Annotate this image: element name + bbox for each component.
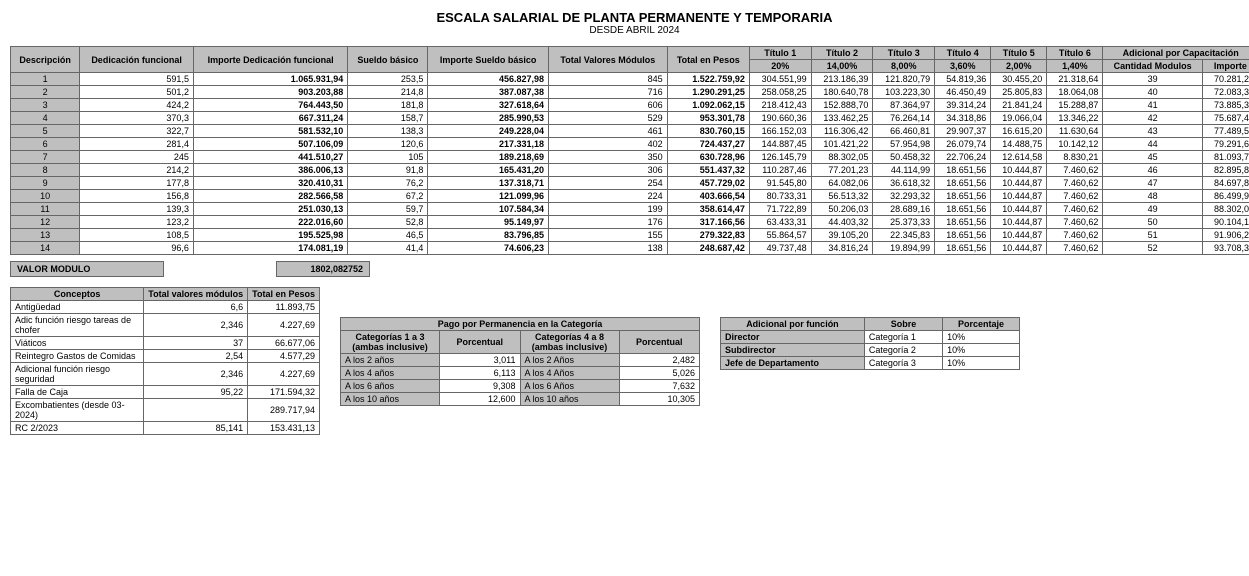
th-pct1: 20%: [749, 60, 811, 73]
th-funcion: Adicional por función: [721, 318, 865, 331]
table-row: Jefe de DepartamentoCategoría 310%: [721, 357, 1020, 370]
table-row: Reintegro Gastos de Comidas2,544.577,29: [11, 350, 320, 363]
th-porc2: Porcentual: [619, 331, 700, 354]
th-cat48: Categorías 4 a 8 (ambas inclusive): [520, 331, 619, 354]
table-row: Adic función riesgo tareas de chofer2,34…: [11, 314, 320, 337]
th-modulos: Total valores módulos: [144, 288, 248, 301]
th-adicional: Adicional por Capacitación: [1103, 47, 1249, 60]
table-row: A los 6 años9,308A los 6 Años7,632: [341, 380, 700, 393]
table-row: A los 10 años12,600A los 10 años10,305: [341, 393, 700, 406]
table-row: 3424,2764.443,50181,8327.618,646061.092.…: [11, 99, 1249, 112]
th-sueldo-basico: Sueldo básico: [348, 47, 428, 73]
permanencia-table: Pago por Permanencia en la Categoría Cat…: [340, 317, 700, 406]
table-row: A los 2 años3,011A los 2 Años2,482: [341, 354, 700, 367]
table-row: Falla de Caja95,22171.594,32: [11, 386, 320, 399]
th-titulo4: Título 4: [935, 47, 991, 60]
valor-modulo-value: 1802,082752: [277, 262, 370, 277]
th-total-pesos: Total en Pesos: [667, 47, 749, 73]
table-row: Viáticos3766.677,06: [11, 337, 320, 350]
th-sobre: Sobre: [864, 318, 942, 331]
table-row: 1496,6174.081,1941,474.606,23138248.687,…: [11, 242, 1249, 255]
page-title: ESCALA SALARIAL DE PLANTA PERMANENTE Y T…: [10, 10, 1249, 25]
th-importe: Importe: [1202, 60, 1249, 73]
table-row: DirectorCategoría 110%: [721, 331, 1020, 344]
th-titulo1: Título 1: [749, 47, 811, 60]
th-porcentaje: Porcentaje: [943, 318, 1020, 331]
th-total-valores: Total Valores Módulos: [548, 47, 667, 73]
table-row: 8214,2386.006,1391,8165.431,20306551.437…: [11, 164, 1249, 177]
th-permanencia-title: Pago por Permanencia en la Categoría: [341, 318, 700, 331]
table-row: 7245441.510,27105189.218,69350630.728,96…: [11, 151, 1249, 164]
th-dedicacion: Dedicación funcional: [80, 47, 194, 73]
th-pct5: 2,00%: [991, 60, 1047, 73]
page-subtitle: DESDE ABRIL 2024: [10, 25, 1249, 36]
valor-modulo-label: VALOR MODULO: [11, 262, 164, 277]
conceptos-table: Conceptos Total valores módulos Total en…: [10, 287, 320, 435]
main-table: Descripción Dedicación funcional Importe…: [10, 46, 1249, 255]
table-row: A los 4 años6,113A los 4 Años5,026: [341, 367, 700, 380]
th-pesos: Total en Pesos: [248, 288, 320, 301]
table-row: RC 2/202385,141153.431,13: [11, 422, 320, 435]
th-importe-dedicacion: Importe Dedicación funcional: [193, 47, 347, 73]
table-row: 11139,3251.030,1359,7107.584,34199358.61…: [11, 203, 1249, 216]
table-row: 2501,2903.203,88214,8387.087,387161.290.…: [11, 86, 1249, 99]
th-pct2: 14,00%: [811, 60, 873, 73]
table-row: 13108,5195.525,9846,583.796,85155279.322…: [11, 229, 1249, 242]
th-titulo2: Título 2: [811, 47, 873, 60]
table-row: 4370,3667.311,24158,7285.990,53529953.30…: [11, 112, 1249, 125]
th-porc1: Porcentual: [440, 331, 521, 354]
th-descripcion: Descripción: [11, 47, 80, 73]
table-row: 10156,8282.566,5867,2121.099,96224403.66…: [11, 190, 1249, 203]
table-row: SubdirectorCategoría 210%: [721, 344, 1020, 357]
table-row: Antigüedad6,611.893,75: [11, 301, 320, 314]
th-cantidad: Cantidad Modulos: [1103, 60, 1202, 73]
th-pct4: 3,60%: [935, 60, 991, 73]
table-row: Excombatientes (desde 03-2024)289.717,94: [11, 399, 320, 422]
th-pct6: 1,40%: [1047, 60, 1103, 73]
th-titulo5: Título 5: [991, 47, 1047, 60]
table-row: 12123,2222.016,6052,895.149,97176317.166…: [11, 216, 1249, 229]
th-conceptos: Conceptos: [11, 288, 144, 301]
th-cat13: Categorías 1 a 3 (ambas inclusive): [341, 331, 440, 354]
th-importe-sueldo: Importe Sueldo básico: [428, 47, 549, 73]
table-row: 5322,7581.532,10138,3249.228,04461830.76…: [11, 125, 1249, 138]
table-row: 9177,8320.410,3176,2137.318,71254457.729…: [11, 177, 1249, 190]
table-row: 1591,51.065.931,94253,5456.827,988451.52…: [11, 73, 1249, 86]
th-pct3: 8,00%: [873, 60, 935, 73]
th-titulo6: Título 6: [1047, 47, 1103, 60]
table-row: 6281,4507.106,09120,6217.331,18402724.43…: [11, 138, 1249, 151]
table-row: Adicional función riesgo seguridad2,3464…: [11, 363, 320, 386]
th-titulo3: Título 3: [873, 47, 935, 60]
funcion-table: Adicional por función Sobre Porcentaje D…: [720, 317, 1020, 370]
